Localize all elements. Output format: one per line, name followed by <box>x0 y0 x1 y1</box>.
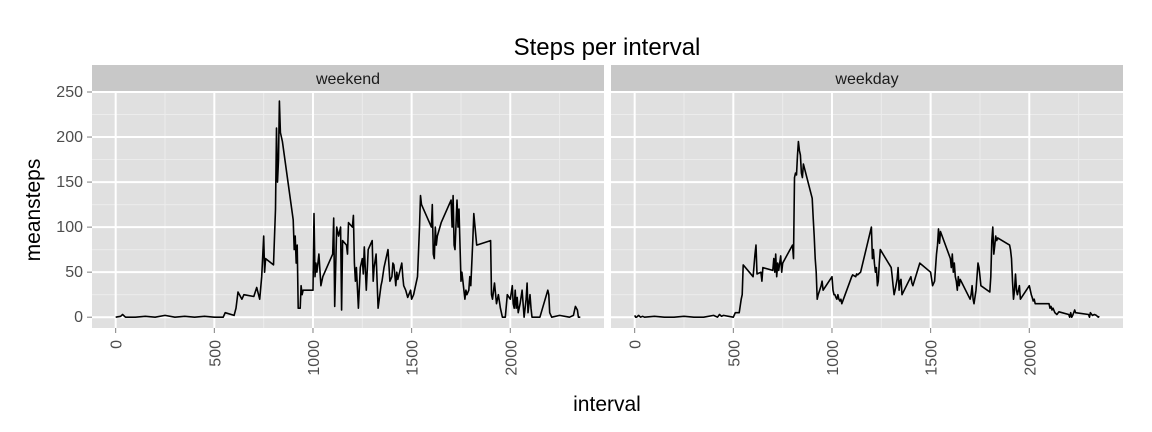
x-tick-label: 1500 <box>405 340 422 376</box>
facet-strip <box>611 65 1123 92</box>
series-line-weekday <box>634 140 1100 318</box>
x-tick-label: 0 <box>628 340 645 349</box>
facet-panel-weekday: weekday 0 500 1000 1500 2000 <box>611 65 1123 376</box>
x-tick-label: 2000 <box>503 340 520 376</box>
facet-panel-weekend: weekend 0 500 1000 1500 2000 <box>92 65 604 376</box>
y-axis-title: meansteps <box>22 159 45 262</box>
y-tick-label: 0 <box>74 309 83 326</box>
x-tick-label: 0 <box>109 340 126 349</box>
y-tick-label: 200 <box>56 129 83 146</box>
facet-strip-label: weekend <box>315 71 380 88</box>
x-tick-label: 1500 <box>924 340 941 376</box>
y-tick-label: 50 <box>65 264 83 281</box>
y-tick-label: 100 <box>56 219 83 236</box>
x-tick-label: 2000 <box>1022 340 1039 376</box>
series-line-weekend <box>115 100 581 318</box>
x-axis-title: interval <box>573 393 641 416</box>
y-tick-label: 150 <box>56 174 83 191</box>
chart-title: Steps per interval <box>514 34 701 61</box>
x-tick-label: 500 <box>726 340 743 367</box>
facet-strip-label: weekday <box>834 71 898 88</box>
panel-background <box>611 92 1123 328</box>
y-tick-label: 250 <box>56 84 83 101</box>
facet-strip <box>92 65 604 92</box>
x-tick-label: 1000 <box>306 340 323 376</box>
x-tick-label: 500 <box>207 340 224 367</box>
panel-background <box>92 92 604 328</box>
x-tick-label: 1000 <box>825 340 842 376</box>
